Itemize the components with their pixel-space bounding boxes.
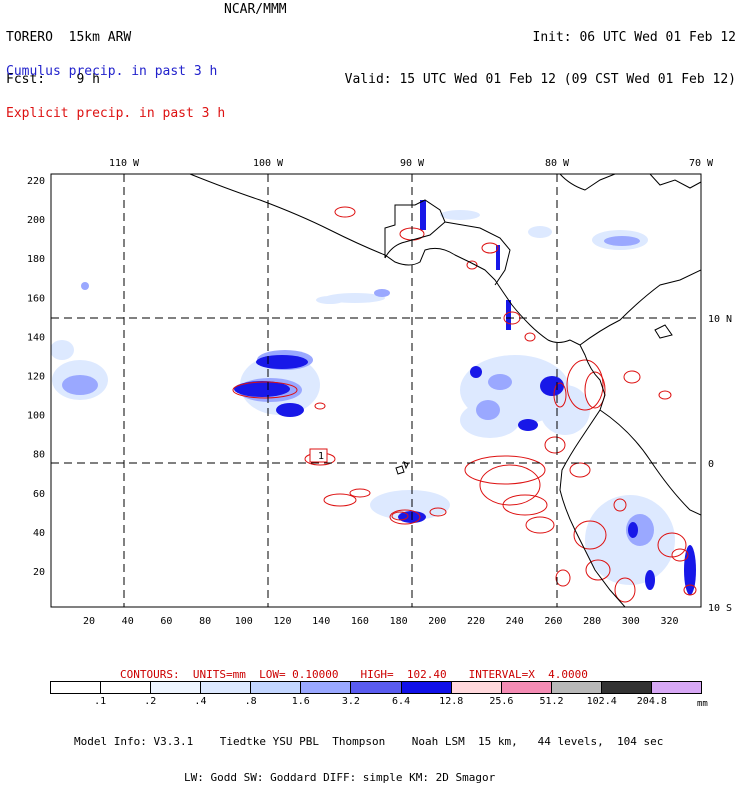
color-bar — [50, 681, 702, 694]
coastlines — [189, 174, 701, 607]
map-frame — [50, 173, 702, 608]
color-bar-unit: mm — [697, 699, 708, 709]
y-tick-label: 160 — [27, 293, 45, 304]
model-info-line1: Model Info: V3.3.1 Tiedtke YSU PBL Thomp… — [74, 735, 664, 748]
precip-fields — [51, 174, 701, 607]
x-tick-label: 320 — [660, 616, 678, 627]
x-tick-label: 120 — [273, 616, 291, 627]
x-tick-label: 20 — [83, 616, 95, 627]
color-bar-swatch — [301, 682, 352, 693]
lon-label-90w: 90 W — [400, 158, 425, 169]
forecast-hour: Fcst: 9 h — [6, 72, 100, 87]
x-tick-label: 180 — [390, 616, 408, 627]
x-tick-label: 260 — [544, 616, 562, 627]
x-tick-label: 280 — [583, 616, 601, 627]
x-tick-label: 60 — [160, 616, 172, 627]
color-bar-swatch — [151, 682, 202, 693]
color-bar-label: .2 — [144, 696, 157, 707]
color-bar-swatch — [201, 682, 252, 693]
color-bar-swatch — [501, 682, 552, 693]
color-bar-label: .4 — [194, 696, 207, 707]
precip-map: 1 110 W 100 W 90 W 80 W 70 W 10 N 0 10 S… — [27, 158, 732, 627]
valid-time: Valid: 15 UTC Wed 01 Feb 12 (09 CST Wed … — [344, 72, 736, 87]
center-name: NCAR/MMM — [224, 2, 287, 17]
color-bar-swatch — [251, 682, 302, 693]
color-bar-label: 6.4 — [392, 696, 411, 707]
x-tick-label: 160 — [351, 616, 369, 627]
x-tick-label: 140 — [312, 616, 330, 627]
lon-label-80w: 80 W — [545, 158, 570, 169]
color-bar-label: 102.4 — [586, 696, 617, 707]
color-bar-swatch — [451, 682, 502, 693]
x-tick-label: 300 — [622, 616, 640, 627]
contour-interval: INTERVAL=X 4.0000 — [468, 668, 588, 681]
color-bar-label: 1.6 — [291, 696, 310, 707]
y-tick-label: 220 — [27, 176, 45, 187]
contour-label-box — [309, 448, 328, 463]
init-time: Init: 06 UTC Wed 01 Feb 12 — [532, 30, 737, 45]
x-grid-ticks: 20 40 60 80 100 120 140 160 180 200 220 240 260 280 30… — [83, 616, 679, 627]
y-tick-label: 100 — [27, 411, 45, 422]
y-tick-label: 40 — [33, 528, 45, 539]
model-info: Model Info: V3.3.1 Tiedtke YSU PBL Thomp… — [74, 712, 663, 796]
color-bar-swatch — [551, 682, 602, 693]
heavy-cumulus-areas — [234, 200, 696, 595]
color-bar-label: .8 — [244, 696, 257, 707]
color-bar-swatch — [651, 682, 702, 693]
lon-label-70w: 70 W — [689, 158, 714, 169]
model-title: TORERO 15km ARW — [6, 30, 132, 45]
color-bar-label: 12.8 — [439, 696, 464, 707]
y-tick-label: 200 — [27, 215, 45, 226]
lon-label-110w: 110 W — [109, 158, 140, 169]
contour-units: CONTOURS: UNITS=mm LOW= 0.10000 — [120, 668, 339, 681]
lat-lon-grid — [51, 174, 701, 607]
explicit-legend: Explicit precip. in past 3 h — [6, 106, 226, 121]
color-bar-swatch — [401, 682, 452, 693]
field-legend: Cumulus precip. in past 3 h Explicit pre… — [6, 37, 225, 135]
model-info-line2: LW: Godd SW: Goddard DIFF: simple KM: 2D… — [184, 771, 496, 784]
y-tick-label: 180 — [27, 254, 45, 265]
color-bar-swatch — [601, 682, 652, 693]
cumulus-legend: Cumulus precip. in past 3 h — [6, 64, 218, 79]
color-bar-swatch — [51, 682, 102, 693]
contour-high: HIGH= 102.40 — [360, 668, 447, 681]
x-tick-label: 40 — [122, 616, 134, 627]
lat-label-eq: 0 — [708, 459, 714, 470]
y-tick-label: 80 — [33, 450, 45, 461]
color-bar-swatch — [101, 682, 152, 693]
y-tick-label: 140 — [27, 332, 45, 343]
header-left: TORERO 15km ARW Fcst: 9 h — [6, 3, 131, 101]
contour-label: 1 — [318, 451, 324, 462]
color-bar-label: 25.6 — [489, 696, 514, 707]
lat-label-10n: 10 N — [708, 314, 732, 325]
y-tick-label: 120 — [27, 372, 45, 383]
explicit-contours — [232, 206, 697, 603]
x-tick-label: 240 — [506, 616, 524, 627]
lat-label-10s: 10 S — [708, 603, 732, 614]
color-bar-label: 51.2 — [539, 696, 564, 707]
y-grid-ticks: 220 200 180 160 140 120 100 80 60 40 20 — [27, 176, 45, 578]
y-tick-label: 20 — [33, 567, 45, 578]
color-bar-labels: .1 .2 .4 .8 1.6 3.2 6.4 12.8 25.6 51.2 102.4 204.8 — [50, 696, 702, 708]
color-bar-swatch — [351, 682, 402, 693]
color-bar-label: 204.8 — [636, 696, 667, 707]
x-tick-label: 100 — [235, 616, 253, 627]
header-right: Init: 06 UTC Wed 01 Feb 12 Valid: 15 UTC… — [345, 3, 736, 101]
lon-label-100w: 100 W — [253, 158, 284, 169]
color-bar-label: 3.2 — [341, 696, 360, 707]
color-bar-label: .1 — [94, 696, 107, 707]
contour-info: CONTOURS: UNITS=mm LOW= 0.10000 HIGH= 102… — [120, 668, 610, 682]
x-tick-label: 200 — [428, 616, 446, 627]
y-tick-label: 60 — [33, 489, 45, 500]
x-tick-label: 80 — [199, 616, 211, 627]
x-tick-label: 220 — [467, 616, 485, 627]
